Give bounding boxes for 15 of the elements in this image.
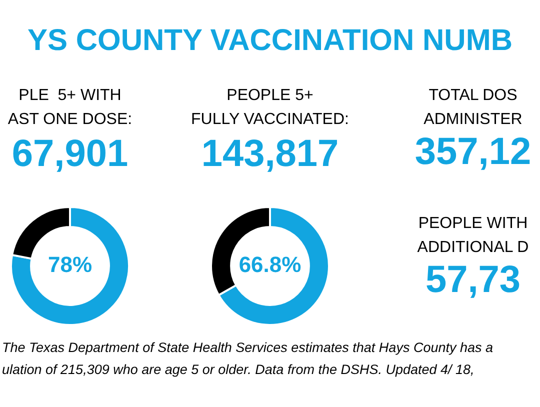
data-label: 78%: [48, 252, 92, 278]
data-label: 66.8%: [238, 252, 302, 278]
text: PEOPLE WITH: [417, 214, 529, 234]
chart-title: PEOPLE 5+ FULLY VACCINATED:: [190, 86, 350, 130]
chart-subtitle: 67,901: [10, 133, 130, 176]
chart-subtitle: 143,817: [200, 133, 340, 176]
text: 57,73: [424, 259, 522, 301]
text: The Texas Department of State Health Services estimates that Hays County has a: [2, 340, 494, 355]
chart-title: PLE 5+ WITH AST ONE DOSE:: [6, 86, 134, 130]
text: ADMINISTER: [422, 110, 524, 130]
text: 357,12: [414, 131, 532, 173]
text: YS COUNTY VACCINATION NUMB: [26, 24, 514, 58]
text: ulation of 215,309 who are age 5 or older. Data from the DSHS. Updated 4/ 18,: [2, 362, 476, 377]
text: ADDITIONAL D: [416, 238, 530, 258]
text: TOTAL DOS: [428, 86, 518, 106]
